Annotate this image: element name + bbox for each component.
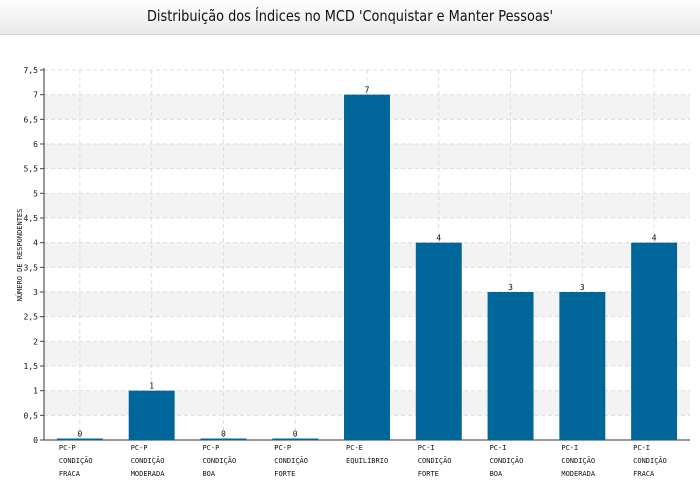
x-tick-label: PC-E EQUILÍBRIO (346, 444, 388, 465)
data-label: 0 (77, 430, 82, 439)
x-tick-label: PC-I CONDIÇÃO FORTE (418, 444, 452, 478)
y-tick-label: 5 (33, 189, 38, 198)
y-tick-label: 3 (33, 288, 38, 297)
bar (128, 390, 175, 440)
x-tick-label: PC-P CONDIÇÃO MODERADA (131, 444, 166, 478)
data-label: 0 (293, 430, 298, 439)
data-label: 1 (149, 382, 154, 391)
x-tick-label: PC-P CONDIÇÃO FRACA (59, 444, 93, 478)
data-label: 3 (508, 283, 513, 292)
y-tick-label: 2 (33, 337, 38, 346)
y-tick-label: 0,5 (24, 411, 39, 420)
y-tick-label: 1,5 (24, 362, 39, 371)
y-tick-label: 4,5 (24, 214, 39, 223)
bar (56, 438, 103, 440)
y-tick-label: 7,5 (24, 66, 39, 75)
y-tick-label: 0 (33, 436, 38, 445)
bar (487, 292, 534, 440)
y-tick-label: 1 (33, 387, 38, 396)
y-tick-label: 4 (33, 239, 38, 248)
y-tick-label: 7 (33, 91, 38, 100)
x-tick-label: PC-P CONDIÇÃO BOA (202, 444, 236, 478)
bar (344, 94, 390, 441)
bar (415, 242, 462, 440)
chart-title: Distribuição dos Índices no MCD 'Conquis… (146, 7, 554, 25)
y-tick-label: 6,5 (24, 115, 39, 124)
x-tick-label: PC-P CONDIÇÃO FORTE (274, 444, 308, 478)
bar (559, 292, 606, 440)
y-tick-label: 6 (33, 140, 38, 149)
bar (272, 438, 319, 440)
data-label: 4 (652, 234, 657, 243)
data-label: 4 (436, 234, 441, 243)
data-label: 3 (580, 283, 585, 292)
y-tick-label: 2,5 (24, 313, 39, 322)
y-tick-label: 3,5 (24, 263, 39, 272)
y-axis-label: NÚMERO DE RESPONDENTES (15, 209, 24, 302)
x-tick-label: PC-I CONDIÇÃO FRACA (633, 444, 667, 478)
bar (200, 438, 247, 440)
bar (631, 242, 678, 440)
data-label: 7 (365, 86, 370, 95)
y-tick-label: 5,5 (24, 165, 39, 174)
x-tick-label: PC-I CONDIÇÃO BOA (490, 444, 524, 478)
chart-header: Distribuição dos Índices no MCD 'Conquis… (0, 0, 700, 35)
x-tick-label: PC-I CONDIÇÃO MODERADA (561, 444, 596, 478)
data-label: 0 (221, 430, 226, 439)
